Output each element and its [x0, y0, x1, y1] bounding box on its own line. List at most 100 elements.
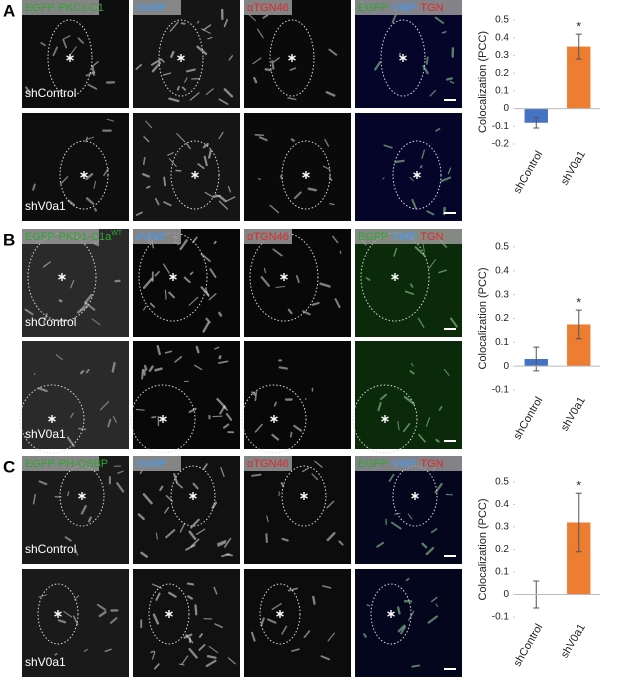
micrograph	[355, 113, 462, 221]
image-structure	[278, 366, 288, 370]
image-structure	[419, 165, 423, 169]
image-structure	[76, 305, 89, 314]
nucleus-outline	[19, 384, 85, 454]
image-structure	[74, 595, 80, 601]
image-structure	[307, 187, 318, 192]
image-structure	[208, 293, 217, 301]
nucleus-star	[399, 54, 407, 62]
y-tick-label: -0.1	[492, 121, 510, 132]
image-structure	[67, 491, 70, 497]
image-structure	[85, 197, 95, 205]
image-structure	[328, 48, 338, 56]
image-structure	[295, 275, 300, 283]
image-structure	[405, 577, 410, 582]
channel-label-text: EGFP-PH-OSBP	[25, 458, 108, 470]
image-structure	[365, 277, 371, 281]
channel-label-text: αVWF	[136, 458, 167, 470]
image-structure	[390, 521, 402, 530]
micrograph	[133, 456, 240, 564]
condition-label: shV0a1	[25, 655, 66, 669]
nucleus-star	[276, 610, 284, 618]
image-structure	[281, 625, 288, 635]
nucleus-star	[58, 273, 66, 281]
image-structure	[207, 36, 213, 40]
image-structure	[327, 632, 336, 642]
image-structure	[151, 651, 156, 660]
image-structure	[202, 24, 212, 31]
image-structure	[164, 350, 173, 354]
nucleus-star	[413, 171, 421, 179]
image-structure	[400, 626, 407, 635]
image-structure	[263, 267, 267, 274]
channel-label-text: EGFP-PKCε-C1	[25, 2, 104, 14]
image-structure	[98, 610, 107, 618]
merge-label: EGFP VWF TGN	[358, 231, 444, 243]
nucleus-outline	[59, 140, 109, 210]
category-label: shControl	[511, 149, 545, 196]
image-structure	[221, 553, 230, 558]
image-structure	[271, 603, 282, 611]
nucleus-outline	[269, 19, 315, 97]
image-structure	[266, 515, 269, 523]
image-structure	[70, 46, 77, 55]
image-structure	[87, 83, 98, 90]
y-tick-label: -0.1	[492, 385, 510, 396]
image-structure	[104, 648, 112, 653]
merge-label-part: VWF	[392, 231, 417, 243]
image-structure	[325, 91, 336, 97]
image-structure	[214, 346, 220, 350]
image-structure	[78, 427, 87, 431]
image-structure	[391, 14, 397, 24]
image-structure	[394, 159, 405, 164]
image-structure	[403, 395, 415, 405]
image-structure	[156, 345, 161, 356]
channel-label: αVWF	[136, 2, 167, 14]
micrograph	[355, 341, 462, 449]
image-structure	[163, 176, 167, 187]
image-structure	[155, 592, 161, 601]
merge-label-part: TGN	[420, 231, 443, 243]
image-structure	[185, 68, 196, 73]
image-structure	[159, 485, 164, 491]
bar	[567, 46, 591, 109]
micrograph	[244, 569, 351, 677]
y-tick-label: 0.4	[495, 265, 509, 276]
image-structure	[363, 633, 367, 638]
image-structure	[425, 417, 431, 427]
image-structure	[140, 551, 148, 558]
image-structure	[143, 305, 147, 311]
image-structure	[195, 345, 200, 354]
image-structure	[168, 591, 177, 598]
image-structure	[377, 401, 382, 412]
image-structure	[334, 298, 341, 309]
image-structure	[85, 136, 88, 143]
image-structure	[80, 505, 87, 515]
y-tick-label: -0.1	[492, 612, 510, 623]
image-structure	[287, 97, 297, 101]
micrograph	[22, 341, 129, 449]
image-structure	[190, 538, 200, 548]
image-structure	[393, 247, 398, 257]
bar	[524, 108, 548, 123]
image-structure	[225, 413, 233, 421]
image-structure	[252, 57, 262, 65]
y-tick-label: 0.1	[495, 567, 509, 578]
image-structure	[173, 473, 178, 484]
error-bar	[575, 492, 582, 553]
image-structure	[160, 58, 165, 63]
image-structure	[397, 624, 406, 633]
nucleus-star	[270, 415, 278, 423]
image-structure	[223, 88, 234, 98]
significance-mark: *	[576, 295, 581, 309]
micrograph	[133, 229, 240, 337]
image-structure	[275, 285, 286, 288]
image-structure	[70, 412, 74, 419]
image-structure	[435, 438, 440, 443]
image-structure	[142, 157, 146, 165]
micrograph	[133, 0, 240, 108]
image-structure	[163, 201, 172, 207]
image-structure	[321, 585, 332, 589]
y-tick-label: 0.2	[495, 313, 509, 324]
image-structure	[194, 604, 198, 616]
